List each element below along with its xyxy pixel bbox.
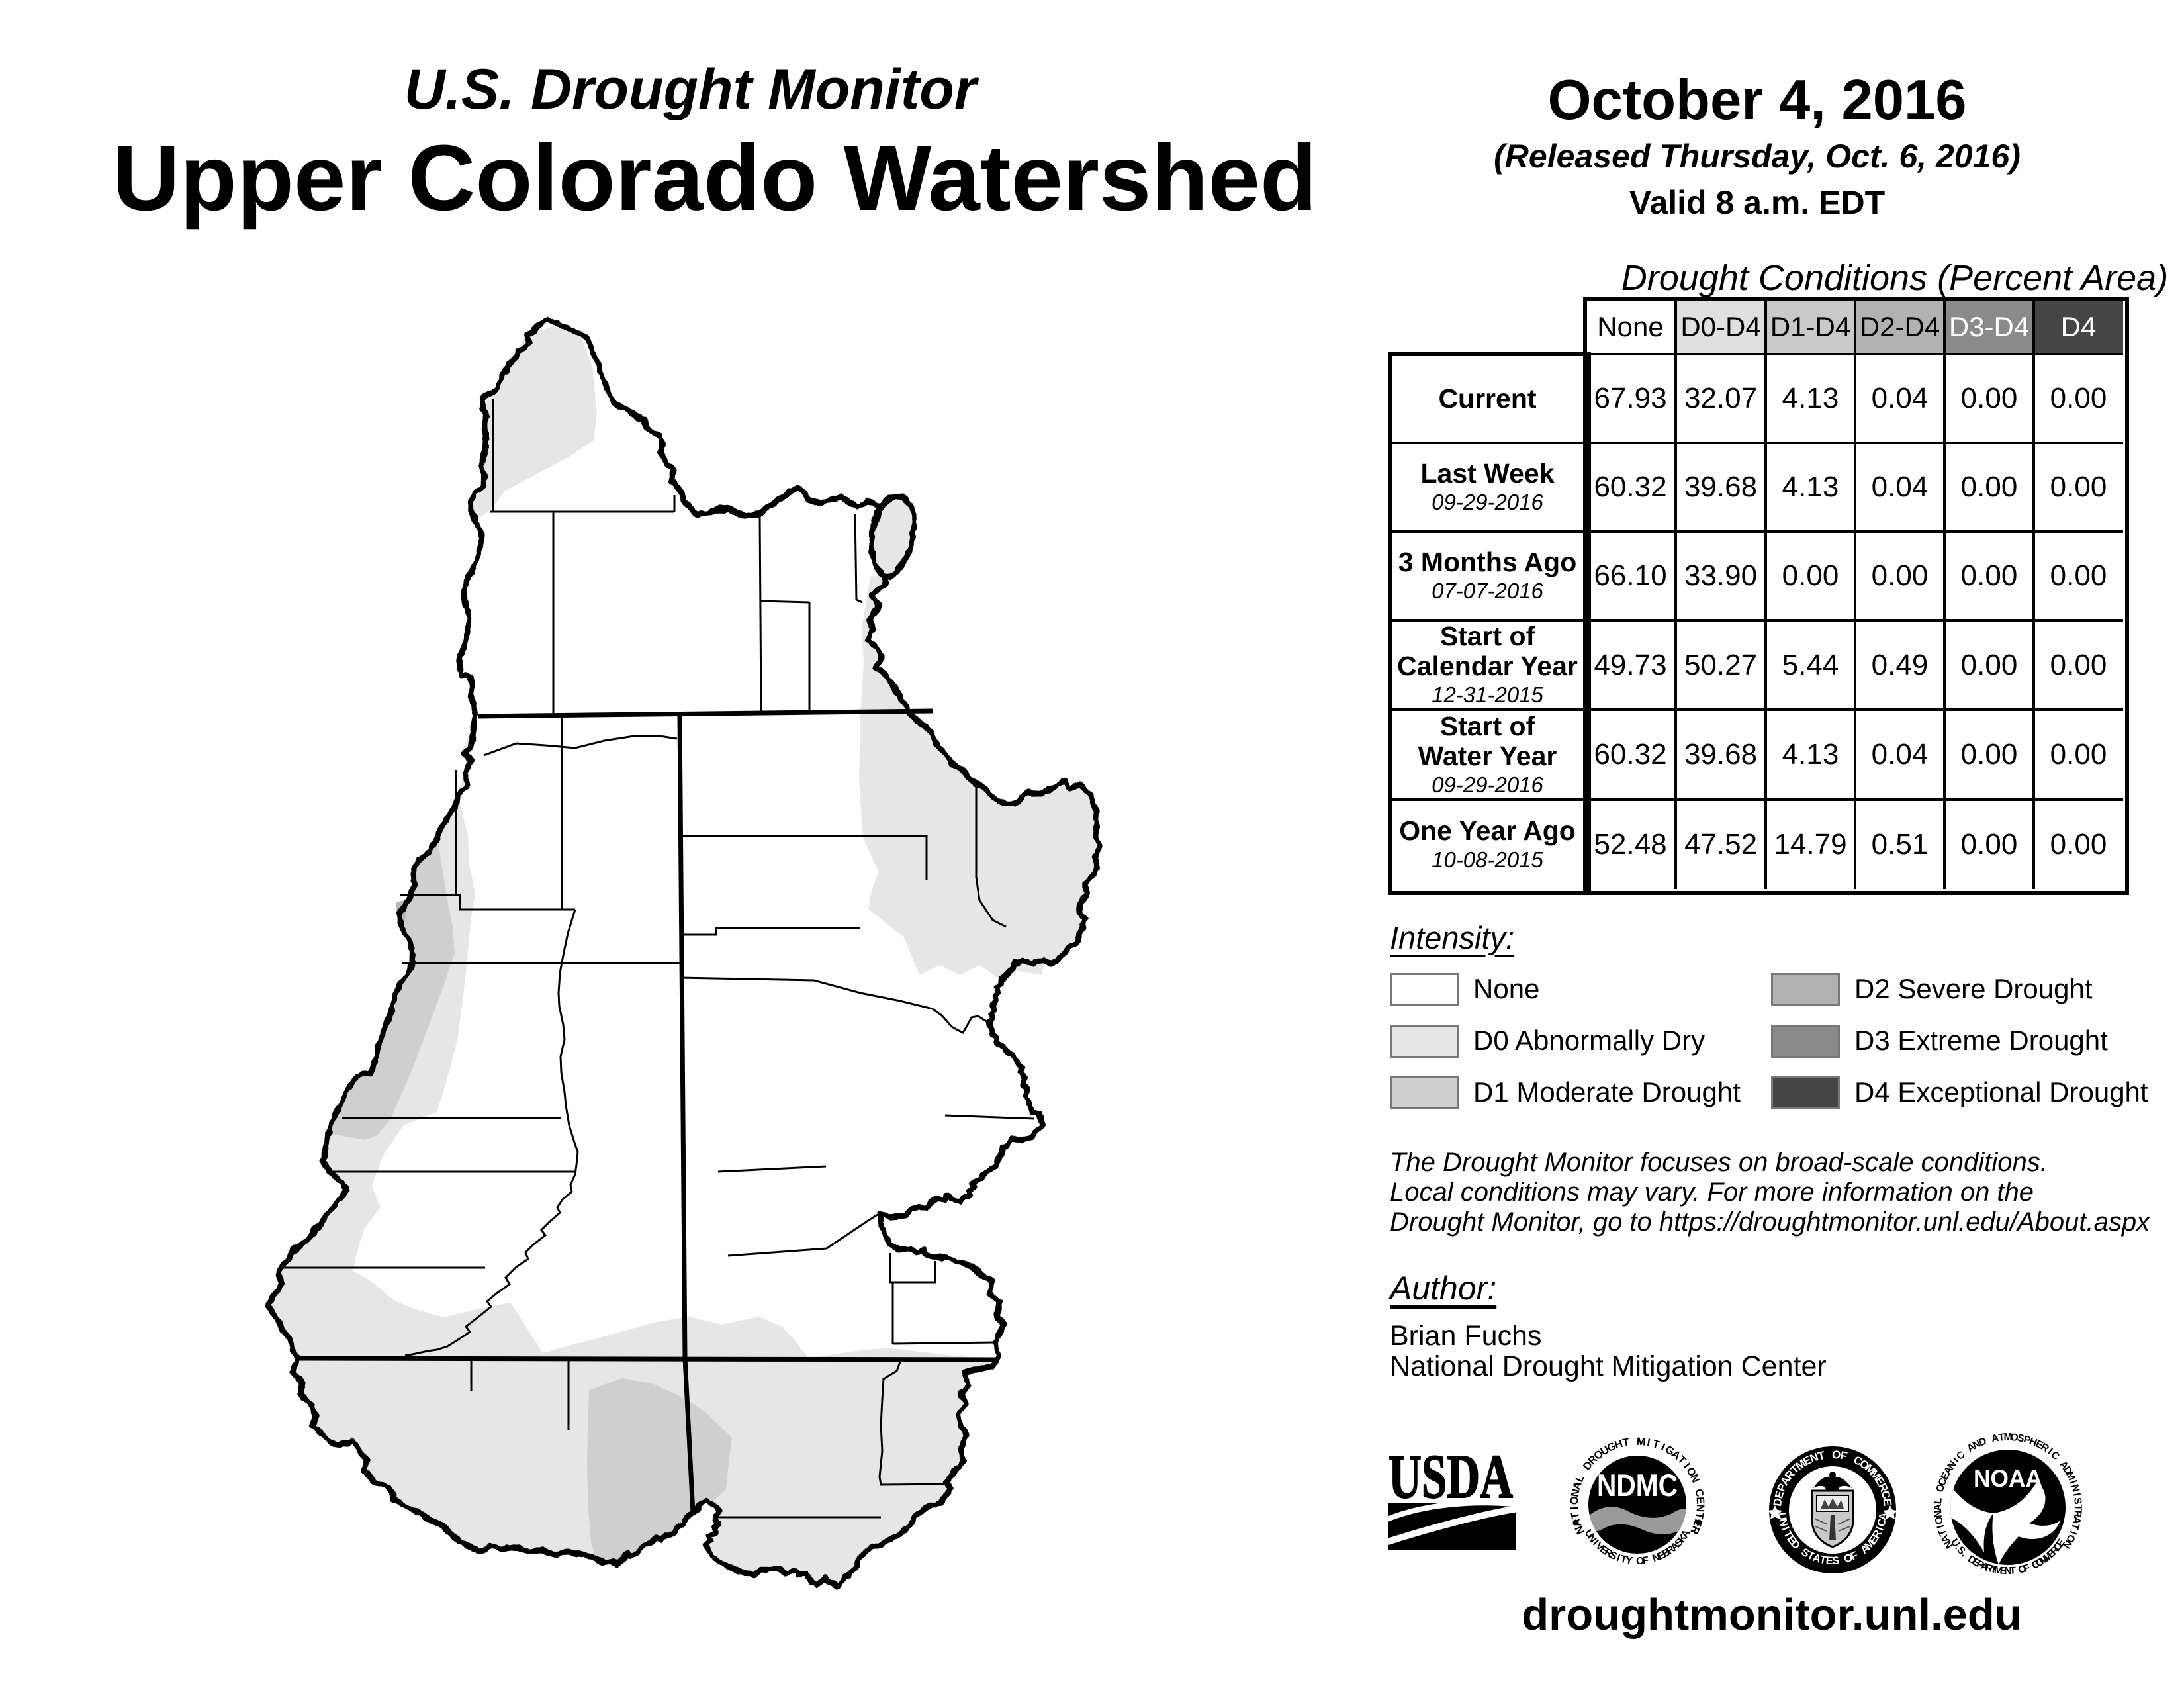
svg-text:R: R <box>1984 1562 1995 1575</box>
svg-text:E: E <box>1772 1489 1786 1500</box>
svg-text:I: I <box>2071 1492 2083 1497</box>
svg-text:A: A <box>1991 1432 2000 1445</box>
svg-text:I: I <box>2068 1529 2079 1536</box>
svg-text:T: T <box>2009 1565 2017 1577</box>
svg-text:N: N <box>1808 1450 1820 1465</box>
svg-text:C: C <box>1878 1489 1893 1501</box>
svg-text:T: T <box>1651 1438 1661 1451</box>
svg-text:E: E <box>1825 1554 1833 1567</box>
svg-text:C: C <box>1692 1488 1706 1498</box>
svg-text:O: O <box>1843 1552 1854 1566</box>
svg-text:S: S <box>2017 1432 2025 1445</box>
svg-text:N: N <box>1569 1488 1582 1498</box>
svg-text:P: P <box>2023 1434 2032 1446</box>
svg-text:T: T <box>1693 1511 1706 1520</box>
svg-text:F: F <box>1642 1554 1650 1566</box>
svg-text:I: I <box>1659 1441 1667 1453</box>
svg-text:O: O <box>1569 1496 1581 1505</box>
svg-text:N: N <box>1776 1517 1790 1528</box>
svg-text:NOAA: NOAA <box>1974 1465 2042 1492</box>
svg-text:T: T <box>1989 1564 1999 1576</box>
svg-text:I: I <box>1874 1525 1886 1532</box>
svg-text:L: L <box>1933 1497 1944 1505</box>
svg-text:I: I <box>1646 1436 1651 1449</box>
svg-text:NDMC: NDMC <box>1597 1468 1678 1503</box>
svg-text:O: O <box>1933 1515 1946 1525</box>
svg-text:M: M <box>1636 1436 1646 1448</box>
svg-text:O: O <box>2017 1563 2028 1575</box>
svg-text:N: N <box>1651 1552 1662 1565</box>
svg-text:T: T <box>1998 1432 2006 1444</box>
svg-text:T: T <box>1819 1554 1827 1567</box>
svg-text:O: O <box>1636 1556 1645 1568</box>
svg-text:E: E <box>1694 1497 1706 1505</box>
svg-text:I: I <box>1615 1552 1621 1564</box>
svg-text:A: A <box>1933 1504 1944 1511</box>
svg-text:C: C <box>1875 1517 1888 1528</box>
svg-text:O: O <box>1831 1448 1841 1462</box>
svg-text:M: M <box>2004 1432 2013 1443</box>
svg-text:O: O <box>1934 1483 1948 1493</box>
svg-text:S: S <box>2071 1497 2083 1505</box>
svg-text:I: I <box>2068 1479 2079 1485</box>
svg-text:I: I <box>1569 1506 1580 1510</box>
svg-text:H: H <box>1613 1438 1624 1452</box>
svg-text:T: T <box>1817 1449 1827 1463</box>
svg-text:A: A <box>2070 1516 2083 1525</box>
svg-text:E: E <box>1880 1497 1893 1507</box>
svg-text:Y: Y <box>1625 1554 1633 1566</box>
svg-text:A: A <box>1570 1480 1584 1491</box>
svg-text:N: N <box>1694 1504 1707 1513</box>
svg-text:USDA: USDA <box>1388 1442 1513 1511</box>
svg-text:F: F <box>1839 1449 1848 1463</box>
svg-text:M: M <box>1993 1564 2003 1577</box>
svg-text:S: S <box>1832 1554 1840 1567</box>
svg-text:T: T <box>1569 1511 1582 1520</box>
svg-text:R: R <box>2071 1510 2083 1519</box>
svg-text:N: N <box>2004 1566 2011 1577</box>
svg-text:E: E <box>1999 1565 2007 1577</box>
svg-text:I: I <box>1779 1525 1791 1532</box>
svg-text:T: T <box>1621 1436 1630 1450</box>
svg-text:O: O <box>2010 1432 2019 1444</box>
svg-text:T: T <box>2072 1504 2083 1511</box>
svg-text:I: I <box>1935 1524 1947 1530</box>
svg-text:D: D <box>1771 1497 1785 1507</box>
svg-text:N: N <box>2069 1483 2081 1493</box>
svg-text:A: A <box>1811 1552 1823 1566</box>
svg-text:N: N <box>1933 1510 1944 1519</box>
